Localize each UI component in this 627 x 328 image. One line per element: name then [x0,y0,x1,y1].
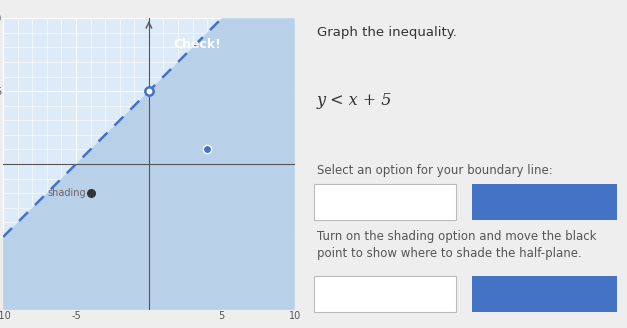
Text: Turn On Shading: Turn On Shading [496,287,593,300]
Text: Select an option for your boundary line:: Select an option for your boundary line: [317,164,553,177]
Text: dashed line: dashed line [510,195,579,208]
Text: shading: shading [48,188,87,198]
Text: Turn on the shading option and move the black
point to show where to shade the h: Turn on the shading option and move the … [317,230,596,259]
Polygon shape [3,18,295,310]
Text: Turn Off Shading: Turn Off Shading [335,287,434,300]
FancyBboxPatch shape [472,184,618,220]
FancyBboxPatch shape [314,184,456,220]
Text: solid line: solid line [359,195,411,208]
FancyBboxPatch shape [314,276,456,312]
Text: Graph the inequality.: Graph the inequality. [317,26,457,39]
Text: y < x + 5: y < x + 5 [317,92,393,109]
Text: Check!: Check! [174,38,221,51]
FancyBboxPatch shape [472,276,618,312]
